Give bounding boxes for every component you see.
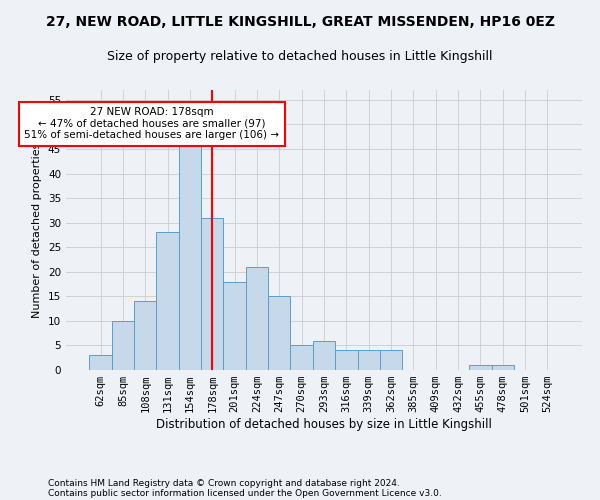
X-axis label: Distribution of detached houses by size in Little Kingshill: Distribution of detached houses by size … — [156, 418, 492, 431]
Bar — [491, 365, 514, 370]
Bar — [112, 321, 134, 370]
Text: Contains public sector information licensed under the Open Government Licence v3: Contains public sector information licen… — [48, 488, 442, 498]
Y-axis label: Number of detached properties: Number of detached properties — [32, 142, 43, 318]
Bar — [469, 365, 491, 370]
Text: Contains HM Land Registry data © Crown copyright and database right 2024.: Contains HM Land Registry data © Crown c… — [48, 478, 400, 488]
Bar — [268, 296, 290, 370]
Bar — [134, 301, 157, 370]
Bar — [290, 346, 313, 370]
Text: 27 NEW ROAD: 178sqm
← 47% of detached houses are smaller (97)
51% of semi-detach: 27 NEW ROAD: 178sqm ← 47% of detached ho… — [25, 107, 280, 140]
Text: 27, NEW ROAD, LITTLE KINGSHILL, GREAT MISSENDEN, HP16 0EZ: 27, NEW ROAD, LITTLE KINGSHILL, GREAT MI… — [46, 15, 554, 29]
Bar — [358, 350, 380, 370]
Bar — [201, 218, 223, 370]
Text: Size of property relative to detached houses in Little Kingshill: Size of property relative to detached ho… — [107, 50, 493, 63]
Bar — [157, 232, 179, 370]
Bar — [246, 267, 268, 370]
Bar — [223, 282, 246, 370]
Bar — [89, 356, 112, 370]
Bar — [335, 350, 358, 370]
Bar — [313, 340, 335, 370]
Bar — [380, 350, 402, 370]
Bar — [179, 144, 201, 370]
